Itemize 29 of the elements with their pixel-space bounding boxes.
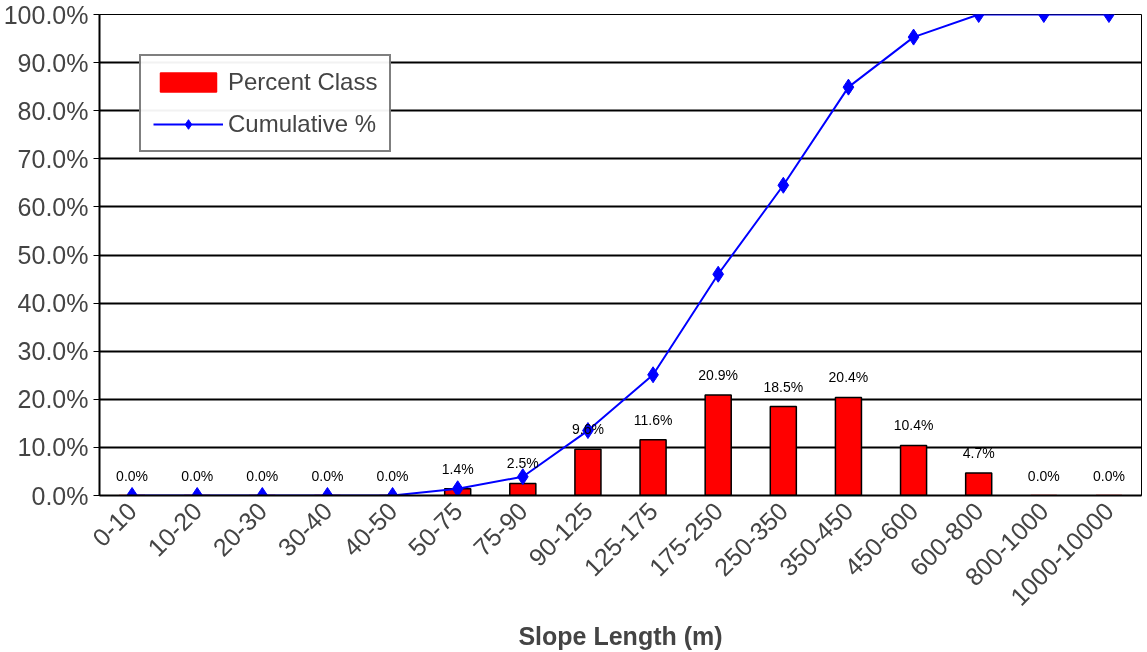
y-tick-label: 50.0% [17, 241, 89, 269]
data-label: 10.4% [893, 417, 934, 434]
y-tick-label: 90.0% [17, 48, 89, 77]
data-label: 0.0% [1027, 467, 1060, 484]
y-tick-label: 40.0% [17, 289, 89, 318]
x-axis-title: Slope Length (m) [518, 621, 723, 650]
y-tick-label: 20.0% [17, 385, 89, 414]
y-tick-label: 100.0% [3, 0, 89, 29]
y-tick-label: 10.0% [17, 433, 89, 462]
data-label: 2.5% [506, 455, 539, 472]
data-label: 11.6% [633, 411, 673, 428]
data-label: 0.0% [376, 467, 409, 484]
y-tick-label: 80.0% [17, 96, 89, 125]
y-tick-label: 0.0% [31, 481, 89, 510]
legend-label: Percent Class [228, 68, 378, 96]
data-label: 20.4% [828, 369, 869, 386]
data-label: 0.0% [1092, 467, 1125, 484]
y-tick-label: 30.0% [17, 337, 89, 366]
y-tick-label: 60.0% [17, 192, 89, 221]
data-label: 4.7% [962, 444, 995, 461]
data-label: 0.0% [311, 467, 344, 484]
data-label: 0.0% [116, 467, 149, 484]
data-label: 0.0% [246, 467, 279, 484]
y-tick-label: 70.0% [17, 144, 89, 173]
data-label: 1.4% [441, 460, 474, 477]
data-label: 20.9% [698, 366, 739, 383]
data-label: 0.0% [181, 467, 214, 484]
legend-label: Cumulative % [228, 110, 377, 138]
data-label: 18.5% [763, 378, 804, 395]
